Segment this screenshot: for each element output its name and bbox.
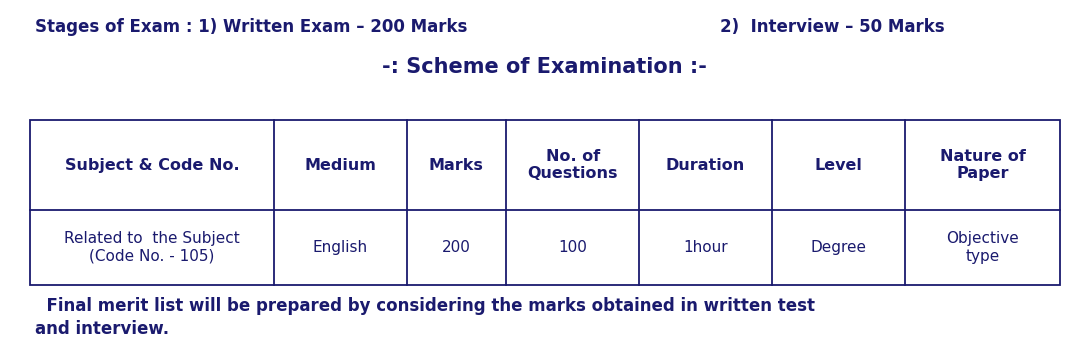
Text: 2)  Interview – 50 Marks: 2) Interview – 50 Marks	[720, 18, 944, 36]
Text: -: Scheme of Examination :-: -: Scheme of Examination :-	[381, 57, 707, 77]
Text: and interview.: and interview.	[35, 320, 169, 338]
Text: English: English	[313, 240, 368, 255]
Text: Degree: Degree	[810, 240, 867, 255]
Text: Medium: Medium	[304, 158, 376, 172]
Text: Stages of Exam : 1) Written Exam – 200 Marks: Stages of Exam : 1) Written Exam – 200 M…	[35, 18, 467, 36]
Text: Subject & Code No.: Subject & Code No.	[64, 158, 240, 172]
Text: Nature of
Paper: Nature of Paper	[940, 149, 1026, 181]
Text: Objective
type: Objective type	[946, 231, 1019, 264]
Text: No. of
Questions: No. of Questions	[527, 149, 617, 181]
Text: 1hour: 1hour	[683, 240, 727, 255]
Text: Duration: Duration	[666, 158, 745, 172]
Text: 100: 100	[559, 240, 587, 255]
Text: Marks: Marks	[429, 158, 484, 172]
Bar	[30, 120, 1060, 285]
Text: 200: 200	[442, 240, 470, 255]
Text: Final merit list will be prepared by considering the marks obtained in written t: Final merit list will be prepared by con…	[35, 297, 815, 315]
Text: Related to  the Subject
(Code No. - 105): Related to the Subject (Code No. - 105)	[64, 231, 240, 264]
Text: Level: Level	[815, 158, 862, 172]
